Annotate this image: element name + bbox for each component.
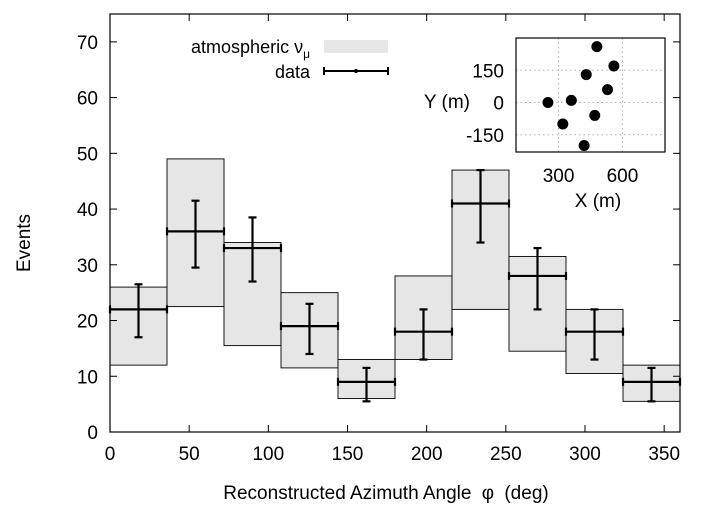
inset-grid — [516, 38, 665, 152]
inset-y-tick-label-0: 0 — [493, 94, 504, 115]
x-axis-label-symbol: φ — [482, 483, 494, 504]
inset-x-tick-label-600: 600 — [607, 166, 639, 187]
x-tick-label-200: 200 — [411, 444, 443, 465]
x-axis-label-unit: (deg) — [504, 483, 548, 504]
y-ticks: 0 10 20 30 40 50 60 70 — [77, 33, 680, 444]
x-tick-label-100: 100 — [252, 444, 284, 465]
inset-x-ticks: 300 600 — [543, 166, 639, 187]
inset-y-tick-label--150: -150 — [466, 126, 504, 147]
inset-point-5 — [589, 109, 601, 121]
legend-atm-text: atmospheric ν — [191, 37, 303, 57]
inset-y-ticks: 150 0 -150 — [466, 61, 504, 147]
y-tick-label-0: 0 — [87, 423, 98, 444]
x-tick-label-50: 50 — [179, 444, 200, 465]
data-point-5 — [393, 308, 454, 361]
data-point-3 — [279, 302, 340, 356]
inset-point-1 — [608, 60, 620, 72]
legend-atm-subscript: μ — [303, 47, 310, 61]
inset-point-2 — [580, 69, 592, 81]
inset-plot: 300 600 150 0 -150 X (m) Y (m) — [424, 37, 666, 212]
inset-point-3 — [602, 84, 614, 96]
data-point-2 — [222, 216, 283, 283]
x-axis-label-text: Reconstructed Azimuth Angle — [223, 483, 471, 504]
data-point-4 — [336, 366, 397, 403]
y-tick-label-10: 10 — [77, 367, 98, 388]
x-tick-label-150: 150 — [332, 444, 364, 465]
y-tick-label-30: 30 — [77, 256, 98, 277]
y-tick-label-40: 40 — [77, 200, 98, 221]
x-tick-label-350: 350 — [648, 444, 680, 465]
legend-atm-swatch — [324, 40, 388, 53]
y-tick-label-60: 60 — [77, 89, 98, 110]
inset-y-tick-label-150: 150 — [472, 61, 504, 82]
x-tick-label-250: 250 — [490, 444, 522, 465]
data-point-8 — [564, 308, 625, 361]
inset-point-0 — [591, 41, 603, 53]
inset-points — [542, 41, 620, 152]
legend: atmospheric νμ data — [191, 37, 389, 82]
data-point-7 — [507, 246, 568, 311]
inset-point-8 — [578, 140, 590, 152]
plot-frame — [109, 13, 681, 433]
legend-data-marker — [354, 69, 358, 73]
main-plot: 0 50 100 150 200 250 300 350 0 10 20 30 40 50 60 70 Ev… — [14, 13, 682, 504]
y-tick-label-20: 20 — [77, 312, 98, 333]
inset-y-label: Y (m) — [424, 92, 470, 113]
data-point-6 — [450, 168, 511, 244]
y-tick-label-70: 70 — [77, 33, 98, 54]
inset-point-6 — [542, 97, 554, 109]
inset-x-label: X (m) — [575, 191, 621, 212]
legend-data-label: data — [275, 62, 311, 82]
atm-bands — [109, 158, 681, 402]
data-point-1 — [165, 199, 226, 269]
inset-frame — [515, 37, 666, 153]
y-tick-label-50: 50 — [77, 144, 98, 165]
legend-atm-label: atmospheric νμ — [191, 37, 310, 61]
y-axis-label: Events — [14, 214, 35, 272]
x-ticks: 0 50 100 150 200 250 300 350 — [105, 14, 680, 465]
inset-point-7 — [557, 118, 569, 130]
inset-point-4 — [565, 94, 577, 106]
x-axis-label: Reconstructed Azimuth Angle φ (deg) — [223, 483, 548, 504]
x-tick-label-300: 300 — [569, 444, 601, 465]
inset-x-tick-label-300: 300 — [543, 166, 575, 187]
x-tick-label-0: 0 — [105, 444, 116, 465]
